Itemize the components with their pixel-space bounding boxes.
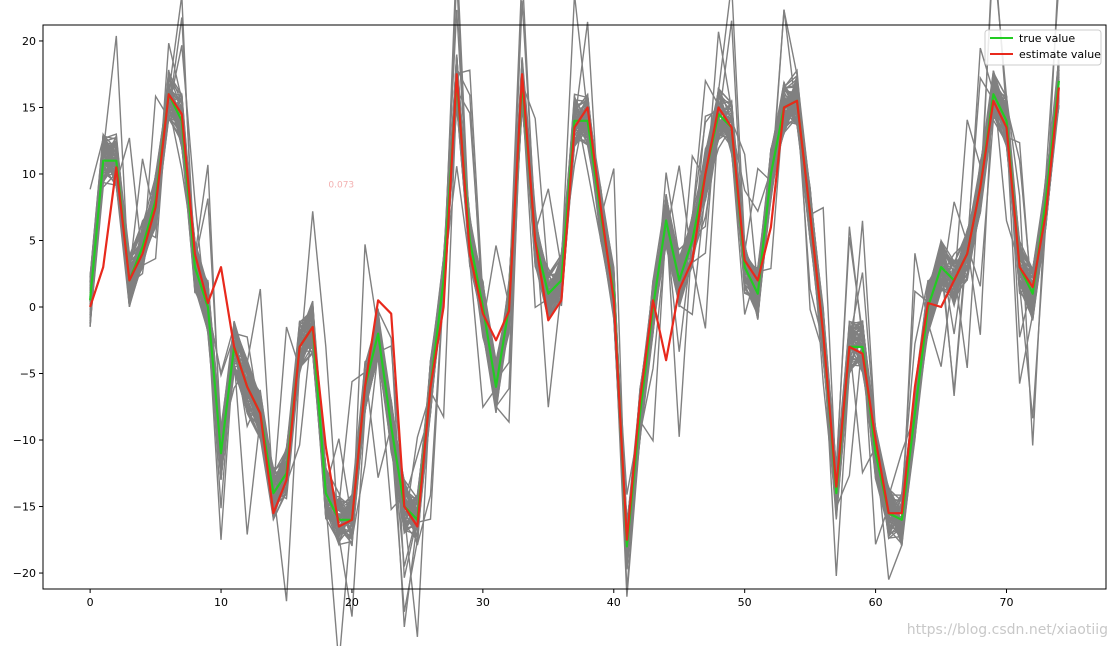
ensemble-line xyxy=(89,70,1060,541)
x-tick-label: 20 xyxy=(345,596,359,609)
x-tick-label: 50 xyxy=(738,596,752,609)
y-tick-label: −15 xyxy=(13,501,36,514)
x-tick-label: 0 xyxy=(87,596,94,609)
y-tick-label: −10 xyxy=(13,434,36,447)
y-tick-label: 5 xyxy=(29,234,36,247)
y-tick-label: −20 xyxy=(13,567,36,580)
x-axis: 0 10 20 30 40 50 60 70 xyxy=(87,589,1014,609)
legend-label-estimate: estimate value xyxy=(1019,48,1101,61)
chart-annotation: 0.073 xyxy=(328,180,354,190)
y-tick-label: −5 xyxy=(20,368,36,381)
legend: true value estimate value xyxy=(984,29,1102,66)
x-tick-label: 30 xyxy=(476,596,490,609)
x-tick-label: 40 xyxy=(607,596,621,609)
y-tick-label: 15 xyxy=(22,101,36,114)
estimate-value-line xyxy=(89,73,1060,541)
y-axis: −20 −15 −10 −5 0 5 10 15 20 xyxy=(13,35,43,580)
y-tick-label: 0 xyxy=(29,301,36,314)
x-tick-label: 70 xyxy=(1000,596,1014,609)
watermark: https://blog.csdn.net/xiaotiig xyxy=(906,622,1108,638)
x-tick-label: 60 xyxy=(869,596,883,609)
legend-box xyxy=(984,29,1102,66)
series-lines xyxy=(89,73,1060,548)
x-tick-label: 10 xyxy=(214,596,228,609)
ensemble-line xyxy=(89,77,1060,612)
ensemble-lines xyxy=(89,0,1060,646)
y-tick-label: 10 xyxy=(22,168,36,181)
y-tick-label: 20 xyxy=(22,35,36,48)
legend-label-true: true value xyxy=(1019,32,1075,45)
